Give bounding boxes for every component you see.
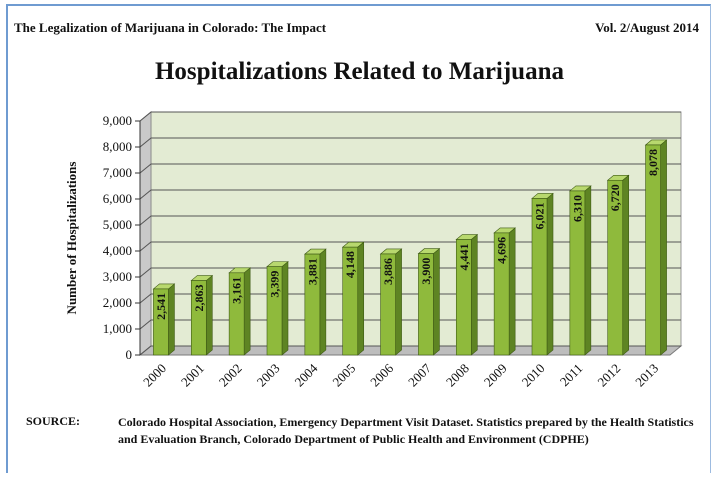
x-tick-label: 2009 bbox=[481, 361, 510, 390]
bar-group: 2,863 bbox=[190, 274, 214, 356]
gridline bbox=[139, 111, 681, 122]
data-label: 3,881 bbox=[305, 258, 319, 285]
x-tick-label: 2006 bbox=[367, 360, 396, 389]
bar-side bbox=[281, 260, 289, 356]
x-tick-label: 2007 bbox=[405, 360, 434, 389]
gridline bbox=[139, 215, 681, 226]
volume-date: Vol. 2/August 2014 bbox=[595, 20, 699, 35]
data-label: 2,541 bbox=[154, 293, 168, 320]
x-tick-label: 2010 bbox=[519, 361, 548, 390]
bar bbox=[531, 198, 548, 356]
bar-group: 3,881 bbox=[304, 248, 327, 356]
bar bbox=[645, 144, 661, 356]
bar-side bbox=[168, 283, 175, 356]
data-label: 3,886 bbox=[381, 258, 395, 285]
data-label: 2,863 bbox=[192, 285, 206, 312]
bar-group: 6,310 bbox=[569, 185, 592, 356]
y-axis-label: Number of Hospitalizations bbox=[64, 162, 79, 315]
bar-side bbox=[508, 227, 516, 356]
y-tick-label: 2,000 bbox=[103, 295, 132, 310]
bar-group: 6,021 bbox=[531, 192, 554, 356]
bar-group: 4,696 bbox=[493, 227, 516, 356]
data-label: 6,310 bbox=[570, 195, 584, 222]
bar-group: 3,900 bbox=[417, 247, 441, 356]
x-tick-label: 2011 bbox=[557, 361, 586, 390]
bar bbox=[455, 239, 472, 356]
plot-side-wall bbox=[139, 110, 152, 357]
bar-group: 3,886 bbox=[379, 248, 403, 356]
bar-side bbox=[433, 247, 440, 356]
bar-side bbox=[243, 267, 251, 356]
bar-side bbox=[660, 139, 667, 356]
x-tick-label: 2013 bbox=[632, 361, 661, 390]
source-text: Colorado Hospital Association, Emergency… bbox=[118, 415, 694, 446]
bar bbox=[228, 272, 245, 356]
y-tick-label: 8,000 bbox=[103, 139, 132, 154]
y-tick-label: 1,000 bbox=[103, 321, 132, 336]
x-tick-label: 2012 bbox=[594, 361, 623, 390]
chart-title: Hospitalizations Related to Marijuana bbox=[154, 58, 564, 85]
plot-floor bbox=[138, 345, 683, 356]
data-label: 4,441 bbox=[457, 244, 471, 271]
bar-group: 6,720 bbox=[606, 174, 630, 356]
bar-group: 8,078 bbox=[644, 139, 668, 356]
gridline bbox=[139, 163, 681, 174]
bar bbox=[569, 190, 586, 356]
bar bbox=[304, 253, 321, 356]
bar-side bbox=[395, 248, 402, 356]
bar bbox=[418, 253, 434, 356]
bar-side bbox=[470, 233, 478, 356]
x-tick-label: 2005 bbox=[329, 361, 358, 390]
x-tick-label: 2008 bbox=[443, 361, 472, 390]
bar-group: 3,161 bbox=[228, 267, 251, 356]
data-label: 8,078 bbox=[646, 149, 660, 176]
y-tick-label: 3,000 bbox=[103, 269, 132, 284]
bar-group: 2,541 bbox=[152, 283, 176, 356]
bar bbox=[607, 179, 624, 356]
data-label: 4,696 bbox=[495, 237, 509, 264]
newsletter-title: The Legalization of Marijuana in Colorad… bbox=[14, 20, 327, 35]
x-tick-label: 2002 bbox=[216, 361, 245, 390]
bar bbox=[493, 232, 510, 356]
page-frame bbox=[6, 4, 711, 473]
y-tick-label: 0 bbox=[126, 347, 133, 362]
y-tick-label: 9,000 bbox=[103, 113, 132, 128]
gridline bbox=[139, 137, 681, 148]
bar-side bbox=[584, 185, 592, 356]
bar-side bbox=[319, 248, 327, 356]
data-label: 6,021 bbox=[533, 202, 547, 229]
bar bbox=[190, 280, 207, 356]
y-tick-label: 7,000 bbox=[103, 165, 132, 180]
bar-side bbox=[546, 192, 554, 356]
bar-group: 4,441 bbox=[455, 233, 479, 356]
bar-side bbox=[205, 274, 213, 356]
data-label: 3,399 bbox=[268, 271, 282, 298]
bar bbox=[266, 266, 283, 356]
bar bbox=[342, 246, 359, 356]
source-label: SOURCE: bbox=[26, 414, 81, 428]
data-label: 6,720 bbox=[608, 184, 622, 211]
y-tick-label: 4,000 bbox=[103, 243, 132, 258]
bar-group: 4,148 bbox=[341, 241, 365, 356]
y-tick-label: 6,000 bbox=[103, 191, 132, 206]
bar-group: 3,399 bbox=[266, 260, 289, 356]
data-label: 3,161 bbox=[230, 277, 244, 304]
bar bbox=[153, 288, 169, 356]
x-tick-label: 2001 bbox=[178, 361, 207, 390]
data-label: 3,900 bbox=[419, 258, 433, 285]
x-tick-label: 2000 bbox=[140, 361, 169, 390]
gridline bbox=[139, 189, 681, 200]
y-tick-label: 5,000 bbox=[103, 217, 132, 232]
bar bbox=[380, 253, 396, 356]
bar-side bbox=[622, 174, 630, 356]
x-tick-label: 2004 bbox=[291, 360, 320, 389]
x-tick-label: 2003 bbox=[254, 361, 283, 390]
bar-side bbox=[357, 241, 365, 356]
data-label: 4,148 bbox=[343, 251, 357, 278]
